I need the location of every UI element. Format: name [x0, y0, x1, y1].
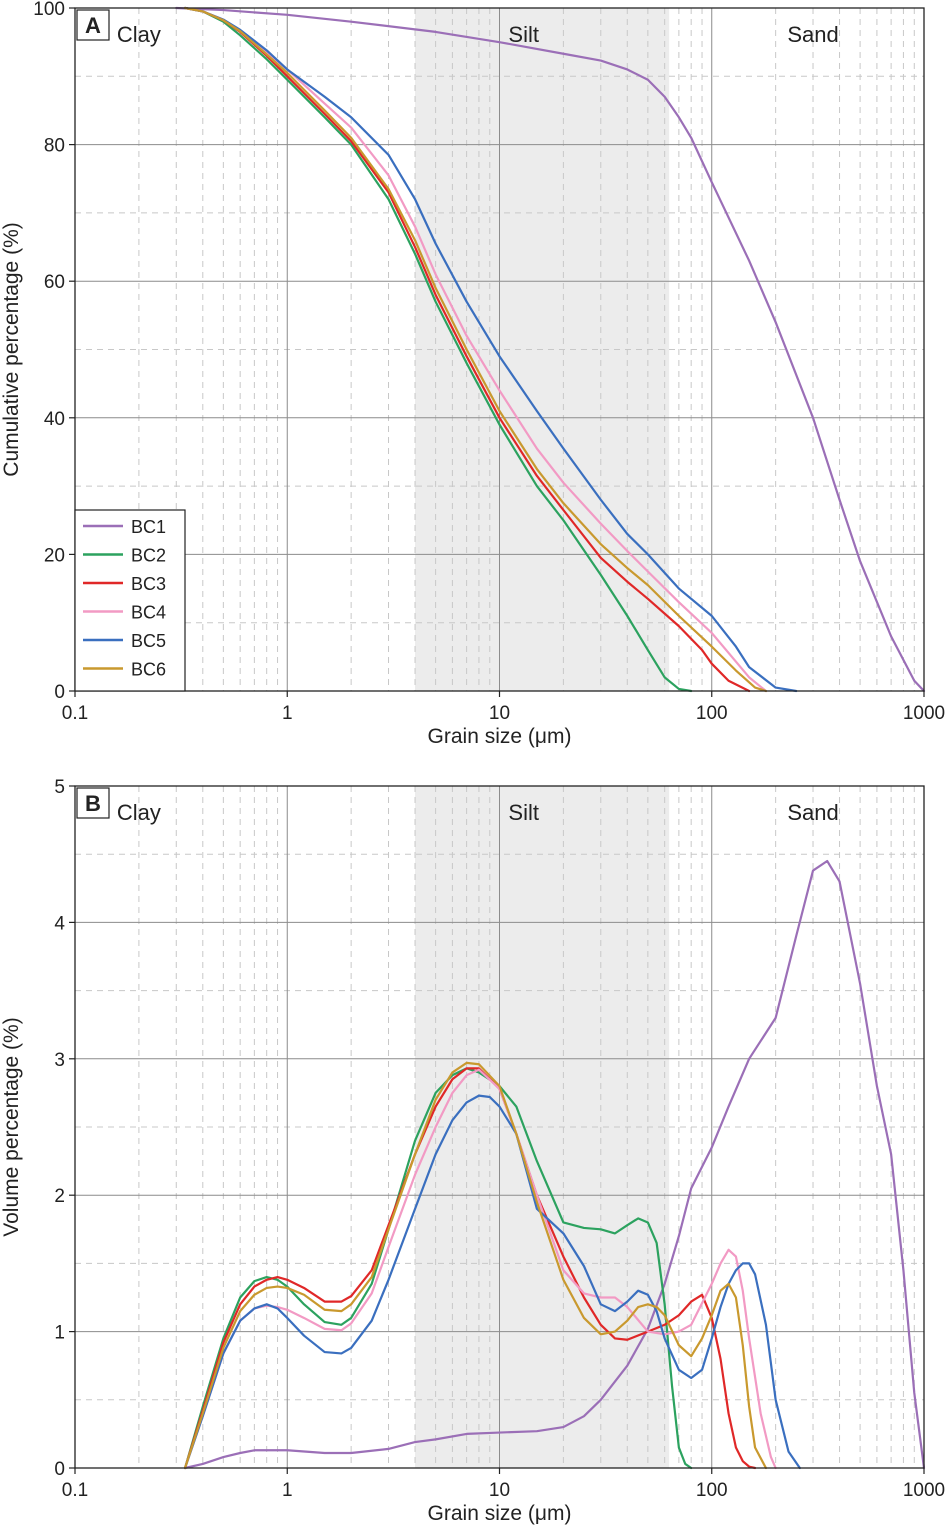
legend-label-bc5: BC5: [131, 631, 166, 651]
zone-label-sand: Sand: [787, 22, 838, 47]
y-tick-label: 2: [54, 1186, 65, 1207]
series-line-bc1: [183, 859, 926, 1470]
y-tick-label: 3: [54, 1050, 65, 1071]
x-tick-label: 100: [696, 1480, 728, 1501]
legend-label-bc1: BC1: [131, 517, 166, 537]
legend-box: [74, 509, 186, 692]
y-tick-label: 0: [54, 682, 65, 703]
legend-label-bc4: BC4: [131, 603, 166, 623]
series-line-bc6: [183, 1061, 768, 1470]
panel-letter-box: [76, 787, 110, 819]
series-line-bc5: [183, 1094, 801, 1470]
x-tick-label: 0.1: [62, 703, 88, 724]
y-tick-label: 0: [54, 1459, 65, 1480]
y-axis-title: Volume percentage (%): [0, 1017, 23, 1236]
y-tick-label: 60: [44, 272, 65, 293]
panel-letter: A: [85, 13, 101, 38]
panel-letter: B: [85, 791, 101, 816]
series-line-bc2: [183, 6, 693, 693]
x-tick-label: 1000: [903, 703, 945, 724]
series-line-bc6: [183, 6, 768, 693]
zone-label-sand: Sand: [787, 800, 838, 825]
series-line-bc1: [175, 6, 926, 693]
x-axis-title: Grain size (μm): [428, 1502, 572, 1525]
zone-label-clay: Clay: [117, 800, 161, 825]
panel-letter-box: [76, 9, 110, 41]
series-line-bc5: [183, 6, 798, 693]
legend-label-bc2: BC2: [131, 546, 166, 566]
y-axis-title: Cumulative percentage (%): [0, 222, 23, 476]
x-tick-label: 10: [489, 1480, 510, 1501]
y-tick-label: 100: [33, 0, 65, 20]
legend-label-bc3: BC3: [131, 574, 166, 594]
x-tick-label: 10: [489, 703, 510, 724]
zone-label-silt: Silt: [508, 22, 539, 47]
zone-label-silt: Silt: [508, 800, 539, 825]
panel-a-chart: Clay Silt Sand 0.1 1 10 100 1000 0 20 40 60 80 100 Gra…: [0, 0, 945, 748]
legend-label-bc6: BC6: [131, 660, 166, 680]
panel-b-chart: Clay Silt Sand 0.1 1 10 100 1000 0 1 2 3 4 5 Grain siz…: [0, 777, 945, 1525]
x-axis-title: Grain size (μm): [428, 725, 572, 748]
x-tick-label: 0.1: [62, 1480, 88, 1501]
y-tick-label: 80: [44, 136, 65, 157]
zone-label-clay: Clay: [117, 22, 161, 47]
x-tick-label: 100: [696, 703, 728, 724]
y-tick-label: 40: [44, 409, 65, 430]
y-tick-label: 20: [44, 545, 65, 566]
y-tick-label: 5: [54, 777, 65, 798]
x-tick-label: 1: [282, 1480, 293, 1501]
y-tick-label: 4: [54, 913, 65, 934]
x-tick-label: 1: [282, 703, 293, 724]
y-tick-label: 1: [54, 1323, 65, 1344]
x-tick-label: 1000: [903, 1480, 945, 1501]
